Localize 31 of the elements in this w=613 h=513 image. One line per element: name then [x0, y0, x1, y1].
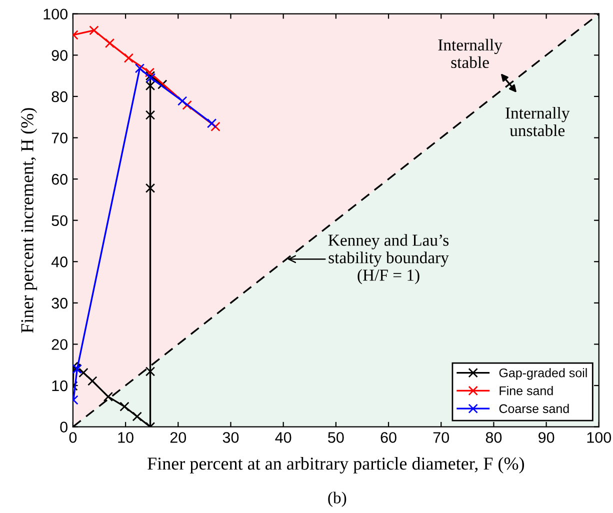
y-tick-label: 0	[60, 422, 68, 432]
x-tick-label: 20	[170, 432, 186, 443]
x-tick-label: 10	[118, 432, 134, 443]
x-axis-title: Finer percent at an arbitrary particle diameter, F (%)	[148, 457, 524, 474]
annotation: Internally unstable	[506, 106, 570, 136]
y-tick-label: 20	[52, 339, 68, 350]
y-tick-label: 30	[52, 298, 68, 309]
y-tick-label: 90	[52, 50, 68, 61]
legend-label: Fine sand	[500, 386, 553, 396]
annotation: Kenney and Lau’s stability boundary (H/F = 1)	[328, 234, 449, 284]
y-tick-label: 100	[44, 8, 68, 20]
x-tick-label: 0	[69, 432, 77, 443]
text: (b)	[328, 492, 346, 507]
y-tick-label: 60	[52, 174, 68, 185]
x-tick-label: 70	[433, 432, 450, 443]
legend-label: Coarse sand	[499, 404, 569, 414]
x-tick-label: 80	[486, 432, 502, 443]
x-tick-label: 90	[538, 432, 554, 443]
x-tick-label: 100	[587, 432, 612, 443]
y-tick-label: 10	[52, 380, 68, 392]
x-tick-label: 50	[328, 432, 344, 443]
legend-label: Gap-graded soil	[499, 368, 587, 380]
y-tick-label: 40	[51, 256, 68, 268]
y-tick-label: 70	[52, 132, 68, 144]
y-tick-label: 80	[52, 91, 68, 102]
x-tick-label: 30	[222, 432, 239, 443]
y-tick-label: 50	[52, 215, 68, 226]
x-tick-label: 40	[275, 432, 292, 443]
annotation: Internally stable	[438, 38, 502, 68]
x-tick-label: 60	[380, 432, 396, 443]
y-axis-title: Finer percent increment, H (%)	[20, 108, 38, 333]
